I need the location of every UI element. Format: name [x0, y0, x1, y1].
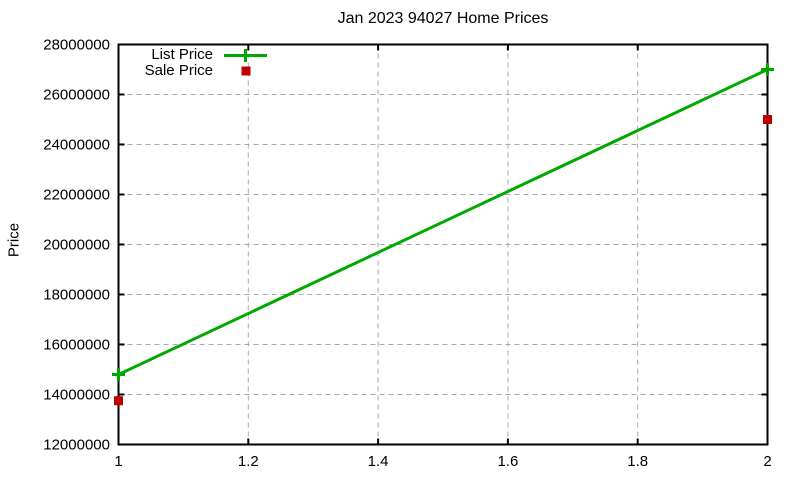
chart-title: Jan 2023 94027 Home Prices: [337, 10, 549, 27]
legend-label-list-price: List Price: [151, 46, 213, 63]
y-tick-label: 16000000: [43, 337, 110, 354]
y-tick-label: 12000000: [43, 437, 110, 454]
list-price-line: [117, 68, 769, 376]
x-tick-label: 1.8: [627, 453, 648, 470]
sale-price-marker: [763, 115, 772, 124]
x-tick-label: 1.2: [238, 453, 259, 470]
y-tick-label: 22000000: [43, 187, 110, 204]
x-tick-label: 1: [114, 453, 122, 470]
y-tick-label: 14000000: [43, 387, 110, 404]
x-tick-label: 2: [763, 453, 771, 470]
y-tick-label: 26000000: [43, 87, 110, 104]
legend-sample-list-price-marker: [239, 49, 252, 62]
y-tick-label: 18000000: [43, 287, 110, 304]
list-price-marker: [761, 63, 774, 76]
legend-label-sale-price: Sale Price: [144, 61, 213, 79]
y-axis-label: Price: [5, 222, 23, 258]
x-tick-label: 1.6: [497, 453, 518, 470]
y-tick-label: 20000000: [43, 237, 110, 254]
legend: List Price Sale Price: [0, 47, 213, 78]
legend-sample-sale-price: [241, 66, 251, 76]
sale-price-marker: [114, 396, 123, 406]
list-price-marker: [112, 368, 125, 381]
y-tick-label: 28000000: [43, 37, 110, 54]
y-tick-label: 24000000: [43, 137, 110, 154]
x-tick-label: 1.4: [368, 453, 389, 470]
